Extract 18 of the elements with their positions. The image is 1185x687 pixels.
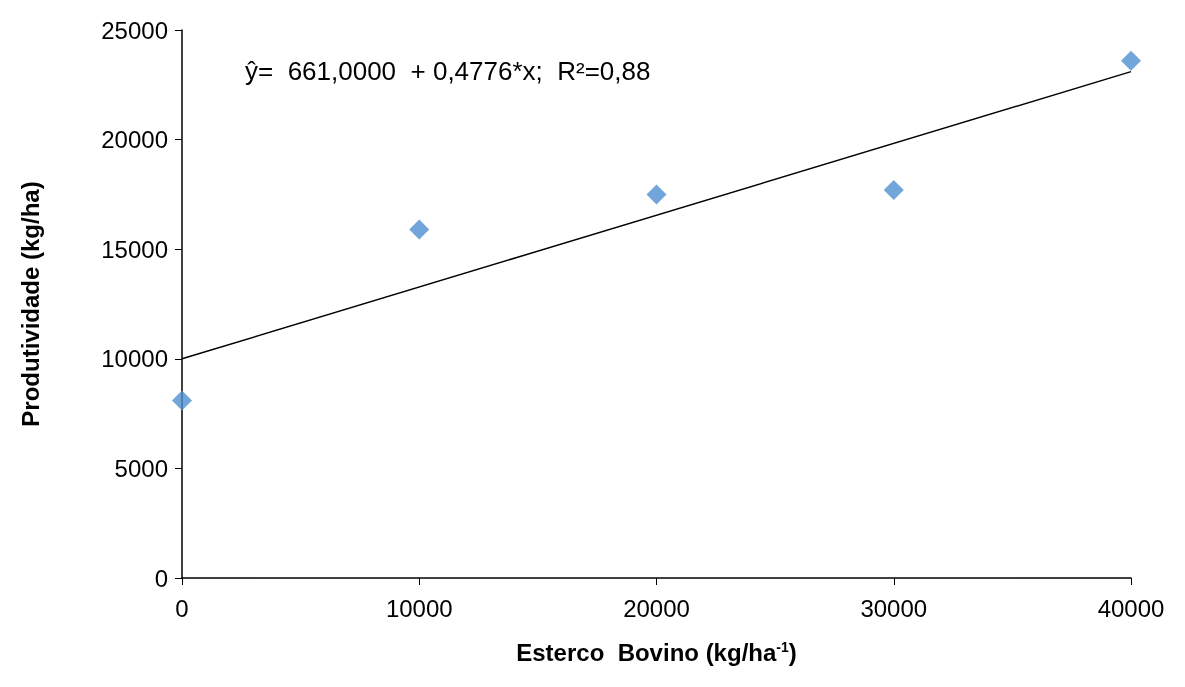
x-tick-label: 10000 bbox=[385, 594, 453, 622]
x-tick-label: 20000 bbox=[623, 594, 690, 622]
y-tick-label: 20000 bbox=[101, 126, 168, 154]
annotation: ŷ= 661,0000 + 0,4776*x; R²=0,88 bbox=[245, 56, 651, 86]
x-tick-label: 30000 bbox=[860, 594, 928, 622]
y-tick-label: 25000 bbox=[101, 16, 168, 44]
y-tick-label: 15000 bbox=[101, 235, 168, 263]
point bbox=[409, 219, 430, 240]
y-tick-label: 5000 bbox=[114, 454, 168, 482]
x-tick-label: 0 bbox=[175, 594, 189, 622]
x-tick-label: 40000 bbox=[1097, 594, 1165, 622]
y-tick-label: 0 bbox=[154, 564, 168, 592]
point bbox=[646, 184, 667, 205]
y-tick-label: 10000 bbox=[101, 345, 168, 373]
point bbox=[1121, 50, 1141, 71]
point bbox=[883, 180, 904, 201]
y-axis-title: Produtividade (kg/ha) bbox=[16, 181, 44, 427]
point bbox=[172, 390, 192, 411]
